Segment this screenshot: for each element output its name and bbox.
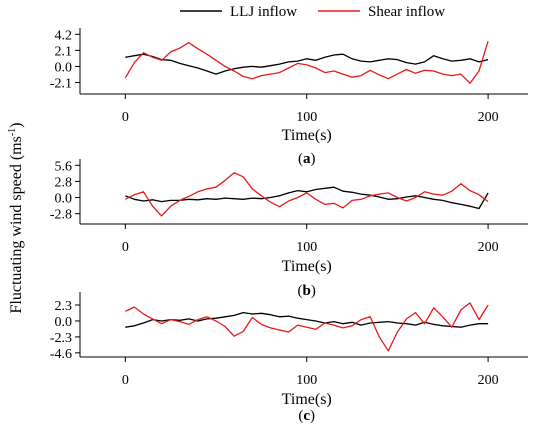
y-axis-label-close: ) — [8, 123, 25, 128]
panel-label-open: ( — [298, 151, 303, 167]
panel-label-close: ) — [310, 151, 315, 167]
y-tick-label: 0.0 — [55, 192, 73, 207]
series-line-llj — [125, 186, 489, 210]
y-tick-label: -2.1 — [50, 77, 72, 92]
y-tick-label: -4.6 — [50, 347, 72, 362]
x-tick-label: 0 — [122, 373, 129, 388]
panel-c: 2.30.0-2.3-4.6 0 100 200 Time(s)(c) — [50, 292, 528, 424]
x-tick-label: 200 — [478, 110, 499, 125]
y-tick-label: 0.0 — [55, 60, 73, 75]
panel-label-close: ) — [310, 408, 315, 424]
panel-label-letter: c — [303, 408, 310, 424]
series-line-shear — [125, 302, 489, 352]
y-axis-label: Fluctuating wind speed (ms-1) — [7, 123, 25, 314]
y-tick-label: 4.2 — [55, 28, 73, 43]
x-tick-label: 100 — [296, 240, 317, 255]
series-line-llj — [125, 311, 489, 328]
y-axis-label-main: Fluctuating wind speed (ms — [8, 136, 25, 313]
x-tick-label: 200 — [478, 373, 499, 388]
panel-label: (a) — [298, 151, 316, 167]
panel-label-open: ( — [298, 283, 303, 299]
x-axis-title: Time(s) — [282, 391, 332, 408]
y-axis-label-sup: -1 — [7, 128, 18, 136]
x-tick-label: 0 — [122, 240, 129, 255]
legend-label-shear: Shear inflow — [368, 4, 445, 20]
x-axis-title: Time(s) — [282, 127, 332, 144]
x-tick-label: 0 — [122, 110, 129, 125]
legend: LLJ inflow Shear inflow — [180, 4, 445, 20]
panel-b: 5.62.8 0.0-2.8 0 100 200 Time(s) (b) — [50, 159, 528, 299]
panel-a: 4.22.10.0 -2.1 0 100 200 Time(s) (a) — [50, 28, 528, 167]
panel-label-letter: b — [303, 283, 311, 299]
panel-label-open: ( — [298, 408, 303, 424]
series-line-llj — [125, 53, 489, 75]
x-tick-label: 100 — [296, 373, 317, 388]
y-tick-label: 2.8 — [55, 175, 73, 190]
y-tick-label: 0.0 — [55, 315, 73, 330]
legend-label-llj: LLJ inflow — [230, 4, 297, 20]
y-tick-label: 2.1 — [55, 44, 73, 59]
panel-label-letter: a — [303, 151, 311, 167]
panel-label: (c) — [298, 408, 315, 424]
x-axis-title: Time(s) — [282, 258, 332, 275]
y-tick-label: -2.3 — [50, 331, 72, 346]
panel-label: (b) — [298, 283, 316, 299]
series-line-shear — [124, 41, 489, 84]
y-tick-label: -2.8 — [50, 208, 72, 223]
panel-label-close: ) — [311, 283, 316, 299]
y-tick-label: 2.3 — [55, 299, 73, 314]
y-tick-label: 5.6 — [55, 159, 73, 174]
x-tick-label: 200 — [478, 240, 499, 255]
series-line-shear — [125, 172, 489, 217]
x-tick-label: 100 — [296, 110, 317, 125]
